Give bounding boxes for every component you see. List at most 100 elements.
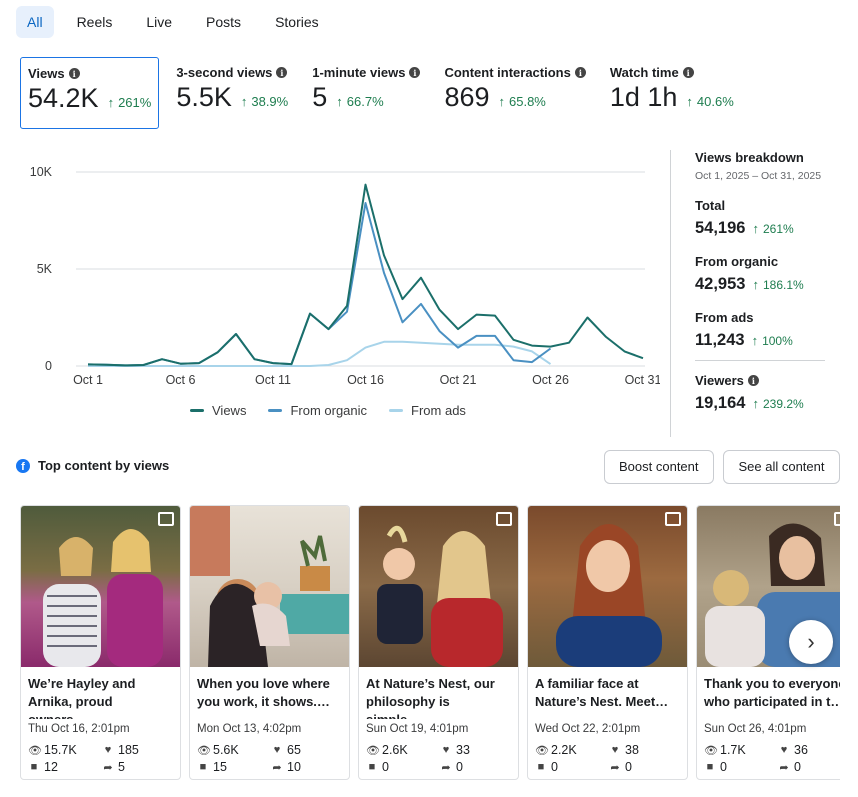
stat-views: 👁 1.7K [704, 743, 778, 757]
metric-change-value: 65.8% [509, 94, 546, 109]
stat-value: 15.7K [44, 743, 77, 757]
share-icon: ➦ [441, 761, 451, 774]
stat-value: 0 [456, 760, 463, 774]
heart-icon: ♥ [442, 744, 450, 756]
metric-change-value: 261% [118, 95, 152, 110]
share-icon: ➦ [610, 761, 620, 774]
arrow-up-icon: ↑ [498, 94, 506, 109]
post-stats: 👁 2.6K ♥ 33 ■ 0 ➦ 0 [359, 735, 518, 774]
breakdown-change-value: 100% [762, 334, 793, 348]
stat-value: 38 [625, 743, 639, 757]
carousel-next-button[interactable]: › [789, 620, 833, 664]
metric-change-value: 38.9% [251, 94, 289, 109]
arrow-up-icon: ↑ [686, 94, 693, 109]
breakdown-label: Viewers i [695, 373, 840, 388]
breakdown-row: 11,243 ↑ 100% [695, 331, 840, 350]
eye-icon: 👁 [366, 744, 380, 757]
chart-legend: Views From organic From ads [190, 403, 466, 418]
tab-posts[interactable]: Posts [206, 14, 242, 30]
content-card[interactable]: Thank you to everyone who participated i… [696, 505, 840, 780]
post-title: We’re Hayley and Arnika, proud owners… [28, 676, 136, 719]
metric-content-interactions[interactable]: Content interactions i 869 ↑ 65.8% [437, 57, 592, 129]
heart-icon: ♥ [104, 744, 112, 756]
facebook-icon: f [16, 458, 30, 473]
stat-value: 0 [625, 760, 632, 774]
share-icon: ➦ [779, 761, 789, 774]
post-thumbnail[interactable] [190, 506, 349, 667]
legend-label: From organic [290, 403, 368, 418]
metric-3-second-views[interactable]: 3-second views i 5.5K ↑ 38.9% [169, 57, 295, 129]
stat-comments: ■ 0 [535, 760, 609, 774]
breakdown-row: 19,164 ↑ 239.2% [695, 394, 840, 413]
comment-icon: ■ [199, 761, 207, 773]
metric-change-value: 66.7% [346, 94, 384, 109]
post-title: A familiar face at Nature’s Nest. Meet… [535, 676, 669, 709]
tab-all[interactable]: All [16, 6, 54, 38]
series-line-from-organic [87, 202, 552, 367]
tab-stories[interactable]: Stories [275, 14, 319, 30]
legend-item-ads: From ads [389, 403, 466, 418]
stat-value: 2.6K [382, 743, 408, 757]
stat-reactions: ♥ 185 [102, 743, 162, 757]
info-icon[interactable]: i [747, 375, 759, 386]
metric-1-minute-views[interactable]: 1-minute views i 5 ↑ 66.7% [305, 57, 427, 129]
stat-comments: ■ 0 [366, 760, 440, 774]
stat-value: 36 [794, 743, 808, 757]
heart-icon: ♥ [273, 744, 281, 756]
content-card[interactable]: We’re Hayley and Arnika, proud owners… T… [20, 505, 181, 780]
info-icon[interactable]: i [409, 67, 421, 78]
metric-row: 869 ↑ 65.8% [444, 82, 585, 113]
y-tick-label: 10K [30, 165, 53, 179]
eye-icon: 👁 [197, 744, 211, 757]
boost-content-button[interactable]: Boost content [604, 450, 714, 484]
metric-change: ↑ 38.9% [241, 94, 288, 109]
x-tick-label: Oct 26 [532, 373, 569, 387]
breakdown-change: ↑ 186.1% [752, 277, 803, 292]
x-tick-label: Oct 6 [166, 373, 196, 387]
post-title: When you love where you work, it shows.… [197, 676, 330, 709]
legend-item-organic: From organic [268, 403, 367, 418]
thumbnail-illustration [556, 524, 662, 667]
metric-value: 54.2K [28, 83, 99, 113]
metric-change: ↑ 66.7% [336, 94, 383, 109]
series-line-views [87, 183, 644, 367]
arrow-up-icon: ↑ [240, 94, 248, 109]
stat-value: 185 [118, 743, 139, 757]
breakdown-value: 19,164 [695, 394, 746, 412]
post-title: At Nature’s Nest, our philosophy is simp… [366, 676, 495, 719]
photo-icon [834, 512, 840, 526]
content-card[interactable]: At Nature’s Nest, our philosophy is simp… [358, 505, 519, 780]
metric-value: 5.5K [176, 82, 232, 112]
stat-value: 65 [287, 743, 301, 757]
info-icon[interactable]: i [276, 67, 288, 78]
tab-reels[interactable]: Reels [76, 14, 113, 30]
views-line-chart: 0 5K 10K Oct 1 Oct 6 Oct 11 Oct 16 Oct 21 Oct 26… [30, 165, 662, 387]
x-tick-label: Oct 1 [73, 373, 103, 387]
stat-value: 2.2K [551, 743, 577, 757]
info-icon[interactable]: i [574, 67, 586, 78]
content-card[interactable]: A familiar face at Nature’s Nest. Meet… … [527, 505, 688, 780]
metric-value: 1d 1h [609, 82, 678, 112]
info-icon[interactable]: i [68, 68, 80, 79]
x-tick-label: Oct 31 [625, 373, 660, 387]
metric-label-text: Views [28, 66, 65, 81]
tab-live[interactable]: Live [146, 14, 173, 30]
info-icon[interactable]: i [682, 67, 694, 78]
breakdown-label-text: Viewers [695, 373, 744, 388]
see-all-content-button[interactable]: See all content [723, 450, 840, 484]
metric-views[interactable]: Views i 54.2K ↑ 261% [20, 57, 160, 129]
arrow-up-icon: ↑ [752, 277, 759, 292]
legend-label: Views [212, 403, 247, 418]
breakdown-ads: From ads 11,243 ↑ 100% [695, 310, 840, 361]
post-stats: 👁 5.6K ♥ 65 ■ 15 ➦ 10 [190, 735, 349, 774]
stat-value: 0 [551, 760, 558, 774]
content-card[interactable]: When you love where you work, it shows.…… [189, 505, 350, 780]
metric-watch-time[interactable]: Watch time i 1d 1h ↑ 40.6% [603, 57, 741, 129]
stat-value: 12 [44, 760, 58, 774]
top-content-title: Top content by views [38, 458, 170, 473]
stat-views: 👁 2.6K [366, 743, 440, 757]
arrow-up-icon: ↑ [751, 333, 759, 348]
post-thumbnail[interactable] [528, 506, 687, 667]
post-thumbnail[interactable] [21, 506, 180, 667]
post-thumbnail[interactable] [359, 506, 518, 667]
